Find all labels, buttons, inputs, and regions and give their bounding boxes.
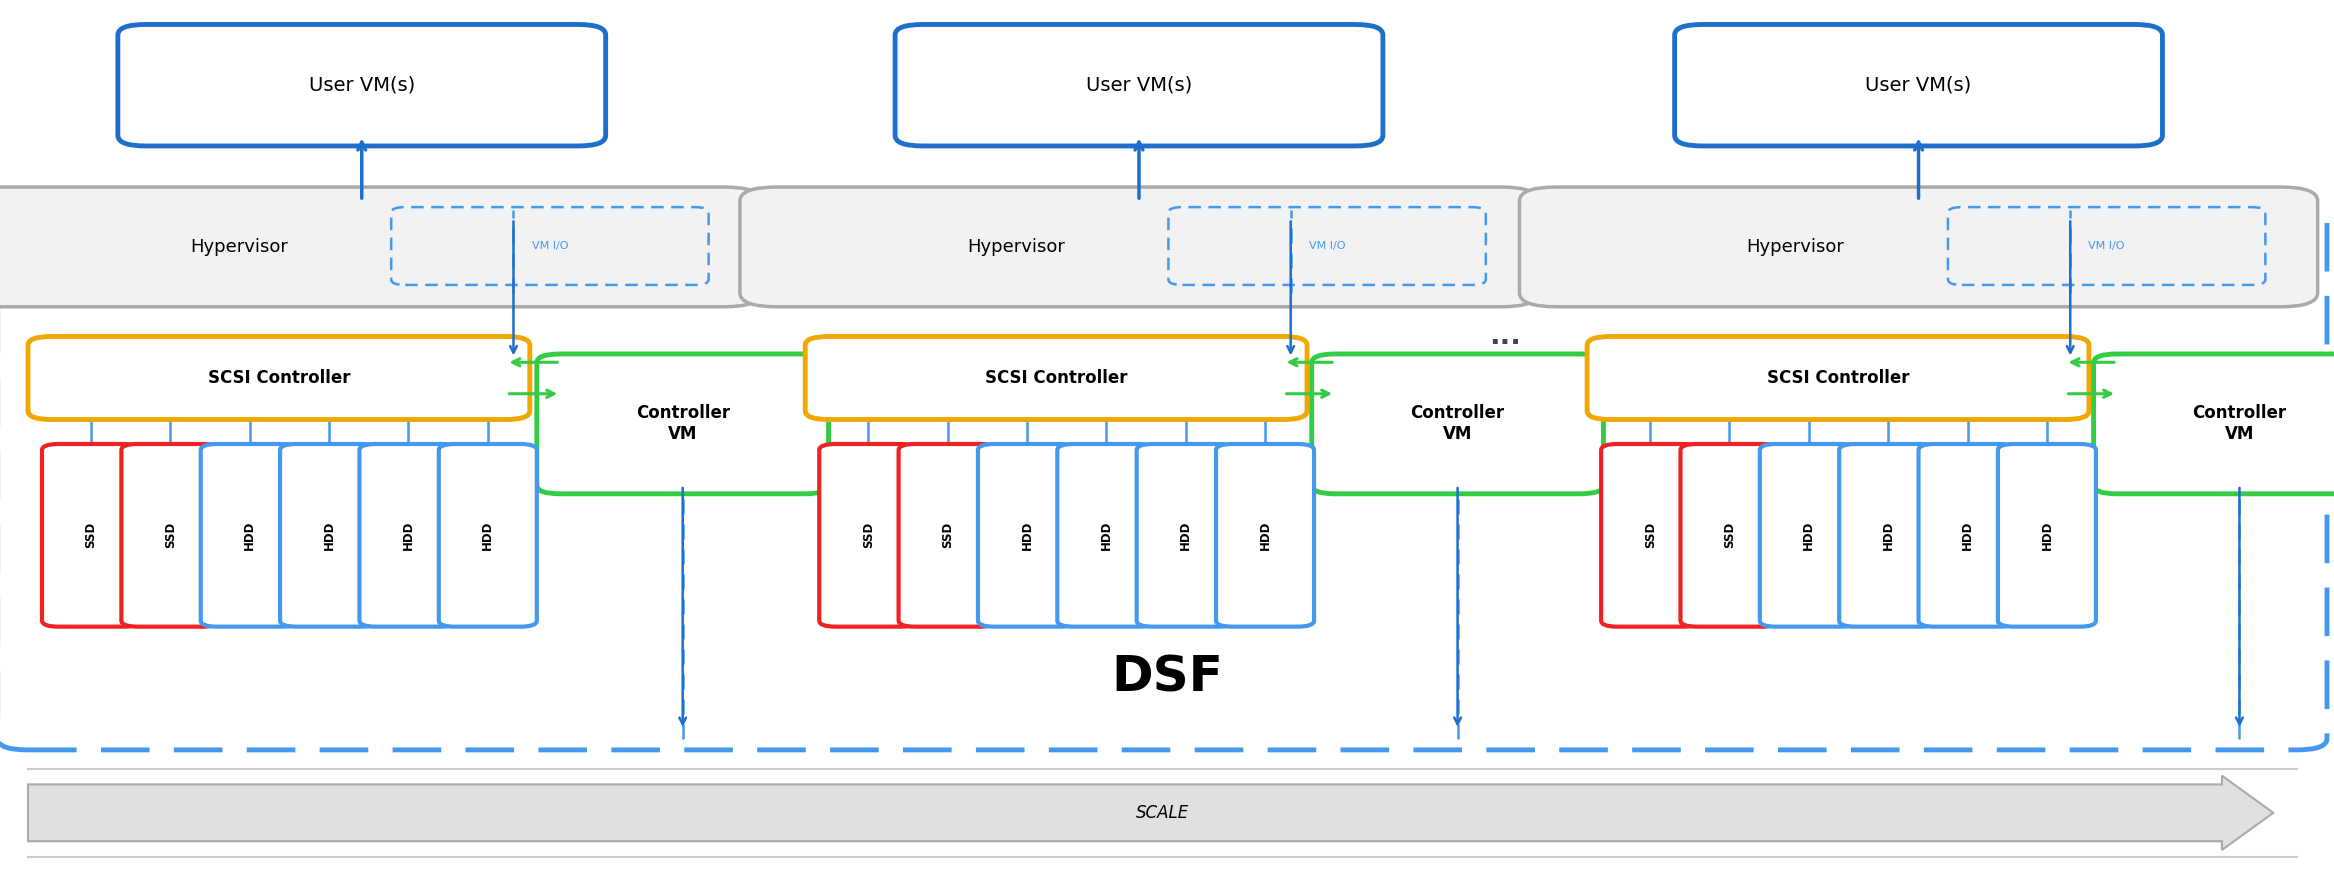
Text: HDD: HDD bbox=[1179, 521, 1193, 550]
FancyBboxPatch shape bbox=[1680, 444, 1779, 627]
FancyBboxPatch shape bbox=[28, 336, 530, 420]
FancyBboxPatch shape bbox=[1919, 444, 2017, 627]
FancyBboxPatch shape bbox=[1519, 187, 2318, 307]
FancyBboxPatch shape bbox=[819, 444, 917, 627]
Text: SCSI Controller: SCSI Controller bbox=[1767, 369, 1909, 387]
FancyBboxPatch shape bbox=[1312, 354, 1603, 494]
Text: VM I/O: VM I/O bbox=[532, 241, 567, 251]
Text: HDD: HDD bbox=[1099, 521, 1113, 550]
Text: HDD: HDD bbox=[481, 521, 495, 550]
FancyBboxPatch shape bbox=[1137, 444, 1235, 627]
FancyBboxPatch shape bbox=[896, 24, 1382, 146]
FancyBboxPatch shape bbox=[1949, 207, 2266, 285]
Text: HDD: HDD bbox=[401, 521, 415, 550]
Text: ...: ... bbox=[1489, 323, 1522, 350]
FancyBboxPatch shape bbox=[1587, 336, 2089, 420]
FancyBboxPatch shape bbox=[1169, 207, 1487, 285]
Text: Hypervisor: Hypervisor bbox=[966, 238, 1064, 256]
Text: SCSI Controller: SCSI Controller bbox=[208, 369, 350, 387]
FancyBboxPatch shape bbox=[899, 444, 997, 627]
Text: User VM(s): User VM(s) bbox=[1085, 76, 1193, 94]
Text: DSF: DSF bbox=[1111, 654, 1223, 701]
Text: VM I/O: VM I/O bbox=[1309, 241, 1344, 251]
FancyBboxPatch shape bbox=[1839, 444, 1937, 627]
Text: HDD: HDD bbox=[1802, 521, 1816, 550]
FancyBboxPatch shape bbox=[2094, 354, 2334, 494]
FancyBboxPatch shape bbox=[359, 444, 457, 627]
FancyBboxPatch shape bbox=[439, 444, 537, 627]
FancyBboxPatch shape bbox=[201, 444, 299, 627]
FancyBboxPatch shape bbox=[1760, 444, 1858, 627]
FancyBboxPatch shape bbox=[117, 24, 607, 146]
FancyBboxPatch shape bbox=[805, 336, 1307, 420]
Text: VM I/O: VM I/O bbox=[2089, 241, 2124, 251]
FancyBboxPatch shape bbox=[1057, 444, 1155, 627]
Text: SSD: SSD bbox=[861, 522, 875, 549]
Text: SSD: SSD bbox=[941, 522, 955, 549]
FancyBboxPatch shape bbox=[0, 207, 2327, 750]
Text: SSD: SSD bbox=[1722, 522, 1736, 549]
Text: HDD: HDD bbox=[243, 521, 257, 550]
Text: SCSI Controller: SCSI Controller bbox=[985, 369, 1127, 387]
Text: HDD: HDD bbox=[2040, 521, 2054, 550]
Text: HDD: HDD bbox=[322, 521, 336, 550]
FancyBboxPatch shape bbox=[1216, 444, 1314, 627]
Text: HDD: HDD bbox=[1258, 521, 1272, 550]
FancyBboxPatch shape bbox=[978, 444, 1076, 627]
FancyBboxPatch shape bbox=[0, 187, 761, 307]
FancyArrow shape bbox=[28, 776, 2273, 850]
FancyBboxPatch shape bbox=[42, 444, 140, 627]
FancyBboxPatch shape bbox=[740, 187, 1538, 307]
Text: HDD: HDD bbox=[1020, 521, 1034, 550]
Text: Hypervisor: Hypervisor bbox=[1746, 238, 1844, 256]
Text: SSD: SSD bbox=[163, 522, 177, 549]
Text: SSD: SSD bbox=[1643, 522, 1657, 549]
Text: HDD: HDD bbox=[1961, 521, 1975, 550]
FancyBboxPatch shape bbox=[392, 207, 710, 285]
FancyBboxPatch shape bbox=[1673, 24, 2161, 146]
FancyBboxPatch shape bbox=[121, 444, 219, 627]
Text: SCALE: SCALE bbox=[1137, 804, 1188, 822]
Text: Controller
VM: Controller VM bbox=[635, 405, 731, 443]
FancyBboxPatch shape bbox=[1998, 444, 2096, 627]
Text: Controller
VM: Controller VM bbox=[2192, 405, 2287, 443]
Text: HDD: HDD bbox=[1881, 521, 1895, 550]
Text: SSD: SSD bbox=[84, 522, 98, 549]
Text: User VM(s): User VM(s) bbox=[1865, 76, 1972, 94]
Text: User VM(s): User VM(s) bbox=[308, 76, 415, 94]
FancyBboxPatch shape bbox=[280, 444, 378, 627]
Text: Hypervisor: Hypervisor bbox=[189, 238, 287, 256]
FancyBboxPatch shape bbox=[537, 354, 829, 494]
FancyBboxPatch shape bbox=[1601, 444, 1699, 627]
Text: Controller
VM: Controller VM bbox=[1410, 405, 1505, 443]
